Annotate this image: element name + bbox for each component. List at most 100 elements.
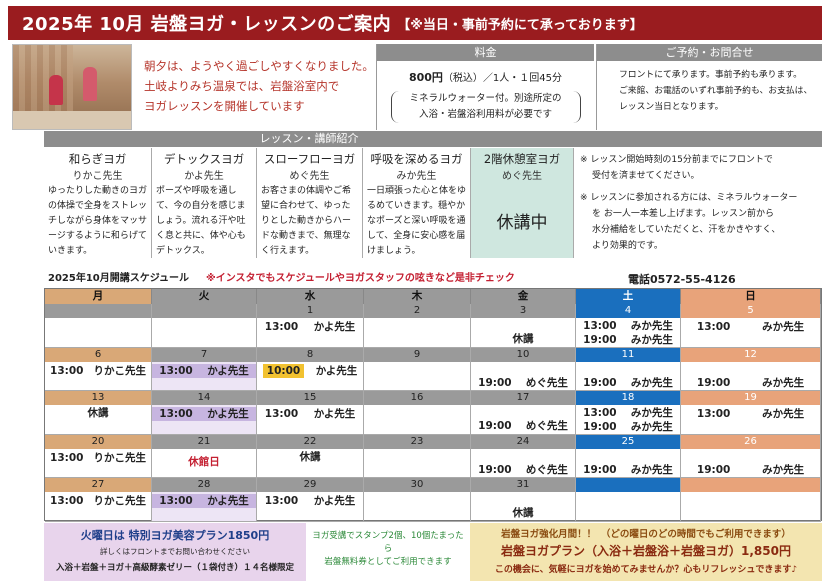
teacher-name: かよ先生 [184,171,224,182]
lesson-teacher: めぐ先生 [525,463,568,476]
lesson-time: 13:00 [264,408,299,420]
day-number: 2 [364,304,470,318]
lesson-description: ポーズや呼吸を通して、今の自分を感じましょう。流れる汗や吐く息と共に、体や心もデ… [156,186,246,256]
lesson-slot: 13:00 みか先生 [681,320,820,334]
lesson-teacher: りかこ先生 [93,495,146,507]
lesson-time: 19:00 [583,334,617,346]
lesson-notes: ※ レッスン開始時刻の15分前までにフロントで 受付を済ませてください。 ※ レ… [580,152,822,254]
stamp-line: ヨガ受講でスタンプ2個、10個たまったら [312,531,464,554]
lesson-slot: 19:00 みか先生 [576,333,680,347]
lesson-time: 13:00 [50,451,84,464]
day-number: 6 [45,347,151,362]
day-number: 17 [471,391,575,405]
day-number: 3 [471,304,575,318]
note-line: 受付を済ませてください。 [592,171,700,181]
day-number: 11 [576,347,680,362]
lesson-slot: 13:00 りかこ先生 [45,494,151,508]
day-number: 9 [364,347,470,362]
day-number [576,478,680,492]
lesson-slot: 休講 [257,450,363,464]
day-header: 日 [681,289,821,304]
calendar-day-cell: 27 13:00 りかこ先生 [45,478,152,522]
lesson-time: 13:00 [583,407,617,419]
note-line: 水分補給をしていただくと、汗をかきやすく、 [592,225,781,235]
day-number: 8 [257,347,363,362]
lesson-time: 13:00 [159,408,193,420]
lesson-description: 一日頑張った心と体をゆるめていきます。穏やかなポーズと深い呼吸を通して、全身に安… [367,186,467,256]
instructor-card: スローフローヨガ めぐ先生 お客さまの体調やご希望に合わせて、ゆったりとした動き… [257,148,363,258]
lesson-time: 13:00 [264,495,299,507]
lesson-time: 19:00 [583,421,617,433]
calendar-day-cell: 14 13:00 かよ先生 [152,391,257,435]
lesson-name: 呼吸を深めるヨガ [370,152,463,166]
lesson-teacher: かよ先生 [207,408,249,420]
lesson-teacher: かよ先生 [313,495,356,507]
lesson-slot: 13:00 みか先生 [681,407,820,421]
price-note: ミネラルウォーター付。別途所定の 入浴・岩盤浴利用料が必要です [390,91,581,123]
lesson-name: 2階休憩室ヨガ [483,152,561,166]
lesson-teacher: みか先生 [630,421,673,433]
calendar-day-cell: 12 19:00 みか先生 [681,347,821,391]
intro-line: ヨガレッスンを開催しています [144,99,305,113]
day-number: 7 [152,347,256,362]
lesson-teacher: みか先生 [630,463,673,476]
note-line: より効果的です。 [592,241,663,251]
lesson-teacher: みか先生 [630,334,673,346]
lesson-teacher: みか先生 [630,320,673,332]
day-number: 19 [681,391,820,405]
calendar-day-cell: 26 19:00 みか先生 [681,434,821,478]
lesson-slot: 休講 [471,332,575,346]
day-number: 20 [45,434,151,449]
day-number: 4 [576,304,680,318]
lesson-time: 19:00 [696,376,731,389]
day-number: 24 [471,434,575,449]
calendar-day-cell: 29 13:00 かよ先生 [257,478,364,522]
day-number: 25 [576,434,680,449]
person-figure-icon [83,67,97,101]
day-number: 1 [257,304,363,318]
calendar-day-cell: 7 13:00 かよ先生 [152,347,257,391]
lesson-time: 19:00 [696,463,731,476]
day-number: 26 [681,434,820,449]
lesson-time: 13:00 [50,495,84,507]
day-number: 12 [681,347,820,362]
calendar-day-cell: 13 休講 [45,391,152,435]
intro-line: 土岐よりみち温泉では、岩盤浴室内で [144,79,340,93]
day-number: 31 [471,478,575,492]
lesson-teacher: 休講 [87,407,109,419]
calendar-day-cell: 24 19:00 めぐ先生 [471,434,576,478]
tuesday-plan-title: 火曜日は 特別ヨガ美容プラン1850円 [80,529,270,542]
lesson-time: 10:00 [262,363,305,378]
lesson-slot: 19:00 めぐ先生 [471,419,575,433]
instructor-card: デトックスヨガ かよ先生 ポーズや呼吸を通して、今の自分を感じましょう。流れる汗… [152,148,257,258]
lesson-teacher: みか先生 [762,321,805,333]
calendar-day-cell: 6 13:00 りかこ先生 [45,347,152,391]
day-number [45,304,151,318]
day-number: 10 [471,347,575,362]
lesson-slot: 13:00 りかこ先生 [45,451,151,465]
lesson-description: ゆったりした動きのヨガの体操で全身をストレッチしながら身体をマッサージするように… [48,186,148,256]
price-note-line: 入浴・岩盤浴利用料が必要です [418,109,552,120]
lesson-time: 19:00 [583,463,617,476]
calendar-day-cell: 28 13:00 かよ先生 [152,478,257,522]
day-header: 金 [471,289,576,304]
calendar-day-cell: 20 13:00 りかこ先生 [45,434,152,478]
instructor-card: 呼吸を深めるヨガ みか先生 一日頑張った心と体をゆるめていきます。穏やかなポーズ… [363,148,471,258]
day-header: 木 [364,289,471,304]
lesson-slot: 19:00 めぐ先生 [471,376,575,390]
lesson-time: 13:00 [696,321,731,333]
promo-title: 岩盤ヨガ強化月間！！ （どの曜日のどの時間でもご利用できます） [501,529,791,540]
calendar-day-cell: 9 [364,347,471,391]
stamp-line: 岩盤無料券としてご利用できます [324,557,452,567]
lesson-teacher: めぐ先生 [525,376,568,389]
schedule-title: 2025年10月開講スケジュール [48,273,190,284]
calendar-day-cell: 4 13:00 みか先生 19:00 みか先生 [576,304,681,348]
calendar-day-cell: 25 19:00 みか先生 [576,434,681,478]
lesson-teacher: 休館日 [188,455,220,468]
lesson-slot: 休講 [45,406,151,420]
note-line: を お一人一本差し上げます。レッスン前から [592,209,774,219]
reservation-box: ご予約・お問合せ フロントにて承ります。事前予約も承ります。 ご来館、お電話のい… [596,44,822,130]
lesson-teacher: めぐ先生 [525,420,568,432]
calendar-day-cell: 19 13:00 みか先生 [681,391,821,435]
day-number [681,478,820,492]
